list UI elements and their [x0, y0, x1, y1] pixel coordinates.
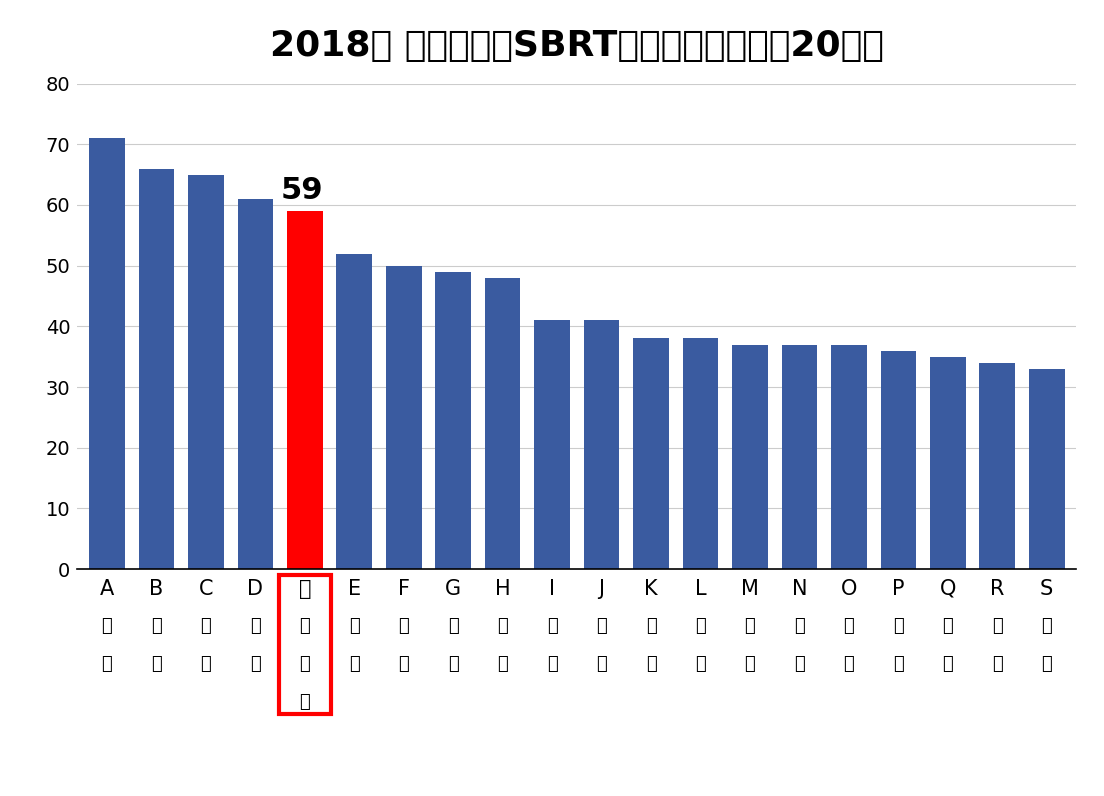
Text: G: G [445, 579, 461, 599]
Text: K: K [645, 579, 658, 599]
Text: 大: 大 [349, 617, 360, 635]
Text: 院: 院 [201, 655, 211, 673]
Text: D: D [247, 579, 264, 599]
Bar [831, 345, 867, 569]
Text: 院: 院 [151, 655, 162, 673]
Text: 院: 院 [943, 655, 953, 673]
Bar [386, 266, 422, 569]
Text: 院: 院 [102, 655, 113, 673]
Text: 病: 病 [596, 617, 607, 635]
Bar [930, 357, 966, 569]
Text: 病: 病 [102, 617, 113, 635]
Text: Q: Q [940, 579, 956, 599]
Bar [881, 350, 916, 569]
Text: 大: 大 [298, 579, 311, 599]
Text: 学: 学 [744, 655, 755, 673]
Text: F: F [397, 579, 410, 599]
Text: 病: 病 [893, 617, 904, 635]
Text: 病: 病 [201, 617, 211, 635]
Text: 院: 院 [399, 655, 410, 673]
Bar [485, 278, 520, 569]
Text: 院: 院 [794, 655, 805, 673]
Text: A: A [99, 579, 114, 599]
Bar [237, 199, 273, 569]
Text: 病: 病 [943, 617, 953, 635]
Text: 院: 院 [893, 655, 904, 673]
Text: 病: 病 [744, 617, 755, 635]
Text: 病: 病 [646, 617, 657, 635]
Text: L: L [694, 579, 707, 599]
Text: 船: 船 [299, 617, 310, 635]
Bar [732, 345, 767, 569]
Bar [139, 169, 174, 569]
Text: 院: 院 [696, 655, 705, 673]
Text: H: H [495, 579, 510, 599]
Bar [435, 271, 471, 569]
Text: 学: 学 [646, 655, 657, 673]
Text: 病: 病 [497, 617, 508, 635]
Bar [89, 139, 125, 569]
Text: M: M [741, 579, 758, 599]
Text: C: C [199, 579, 213, 599]
Text: 大: 大 [448, 617, 458, 635]
Text: 大: 大 [696, 617, 705, 635]
Bar [682, 338, 719, 569]
Text: R: R [990, 579, 1005, 599]
Bar [1029, 369, 1064, 569]
Title: 2018年 肌がんへのSBRT実施数　全国上位20施設: 2018年 肌がんへのSBRT実施数 全国上位20施設 [269, 29, 884, 63]
Text: 大: 大 [250, 617, 261, 635]
Text: N: N [792, 579, 807, 599]
Text: E: E [348, 579, 361, 599]
Text: 院: 院 [497, 655, 508, 673]
Bar [584, 320, 619, 569]
Text: 病: 病 [991, 617, 1002, 635]
Text: S: S [1040, 579, 1053, 599]
Text: 央: 央 [299, 693, 310, 712]
Text: 59: 59 [282, 176, 323, 205]
Text: B: B [149, 579, 163, 599]
Text: 学: 学 [546, 655, 558, 673]
Text: O: O [840, 579, 857, 599]
Text: 学: 学 [448, 655, 458, 673]
Text: 学: 学 [1041, 655, 1052, 673]
Text: 大: 大 [1041, 617, 1052, 635]
Text: J: J [598, 579, 605, 599]
Bar [287, 211, 322, 569]
Bar [782, 345, 817, 569]
Bar [979, 363, 1015, 569]
Text: 病: 病 [399, 617, 410, 635]
Text: I: I [549, 579, 555, 599]
Text: P: P [892, 579, 904, 599]
Text: 中: 中 [299, 655, 310, 673]
Bar [337, 253, 372, 569]
Text: 院: 院 [843, 655, 854, 673]
Text: 病: 病 [151, 617, 162, 635]
Text: 院: 院 [991, 655, 1002, 673]
Text: 院: 院 [596, 655, 607, 673]
Text: 大: 大 [546, 617, 558, 635]
Bar [634, 338, 669, 569]
Bar [534, 320, 570, 569]
Text: 病: 病 [843, 617, 854, 635]
Text: 学: 学 [349, 655, 360, 673]
Bar [188, 174, 224, 569]
Text: 学: 学 [250, 655, 261, 673]
Text: 大: 大 [794, 617, 805, 635]
